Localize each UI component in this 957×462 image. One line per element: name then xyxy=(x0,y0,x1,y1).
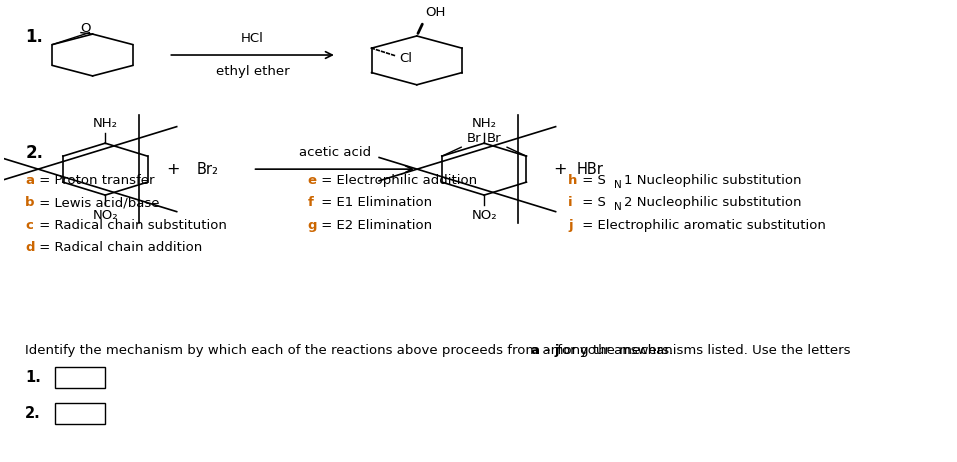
Text: HBr: HBr xyxy=(577,162,604,176)
Text: 1.: 1. xyxy=(25,28,43,46)
Text: ethyl ether: ethyl ether xyxy=(215,65,289,78)
Text: c: c xyxy=(25,219,33,231)
Text: NH₂: NH₂ xyxy=(472,117,497,130)
Text: j: j xyxy=(568,219,573,231)
Text: e: e xyxy=(307,174,317,187)
Bar xyxy=(55,403,105,424)
Text: g: g xyxy=(307,219,317,231)
Text: a: a xyxy=(25,174,34,187)
Bar xyxy=(55,367,105,389)
Text: = Lewis acid/base: = Lewis acid/base xyxy=(35,196,160,209)
Text: +: + xyxy=(553,162,567,176)
Text: Cl: Cl xyxy=(399,52,412,65)
Text: NO₂: NO₂ xyxy=(472,208,497,222)
Text: NO₂: NO₂ xyxy=(93,208,118,222)
Text: = S: = S xyxy=(578,174,607,187)
Text: = Proton transfer: = Proton transfer xyxy=(35,174,155,187)
Text: = Radical chain addition: = Radical chain addition xyxy=(35,241,203,254)
Text: d: d xyxy=(25,241,34,254)
Text: N: N xyxy=(613,180,621,190)
Text: Br₂: Br₂ xyxy=(196,162,218,176)
Text: = S: = S xyxy=(578,196,607,209)
Text: HCl: HCl xyxy=(241,32,264,45)
Text: 2.: 2. xyxy=(25,145,43,163)
Text: NH₂: NH₂ xyxy=(93,117,118,130)
Text: Br: Br xyxy=(486,133,501,146)
Text: b: b xyxy=(25,196,34,209)
Text: 2.: 2. xyxy=(25,406,41,420)
Text: OH: OH xyxy=(425,6,446,19)
Text: 1.: 1. xyxy=(25,370,41,385)
Text: i: i xyxy=(568,196,573,209)
Text: N: N xyxy=(613,202,621,212)
Text: +: + xyxy=(166,162,179,176)
Text: = Electrophilic aromatic substitution: = Electrophilic aromatic substitution xyxy=(578,219,826,231)
Text: acetic acid: acetic acid xyxy=(299,146,370,159)
Text: f: f xyxy=(307,196,313,209)
Text: a - j: a - j xyxy=(531,344,560,357)
Text: O: O xyxy=(79,22,90,35)
Text: Br: Br xyxy=(467,133,481,146)
Text: h: h xyxy=(568,174,578,187)
Text: = E2 Elimination: = E2 Elimination xyxy=(318,219,433,231)
Text: Identify the mechanism by which each of the reactions above proceeds from among : Identify the mechanism by which each of … xyxy=(25,344,855,357)
Text: = Radical chain substitution: = Radical chain substitution xyxy=(35,219,227,231)
Text: = Electrophilic addition: = Electrophilic addition xyxy=(318,174,478,187)
Text: 2 Nucleophilic substitution: 2 Nucleophilic substitution xyxy=(624,196,801,209)
Text: 1 Nucleophilic substitution: 1 Nucleophilic substitution xyxy=(624,174,801,187)
Text: for your answers.: for your answers. xyxy=(552,344,673,357)
Text: = E1 Elimination: = E1 Elimination xyxy=(318,196,433,209)
